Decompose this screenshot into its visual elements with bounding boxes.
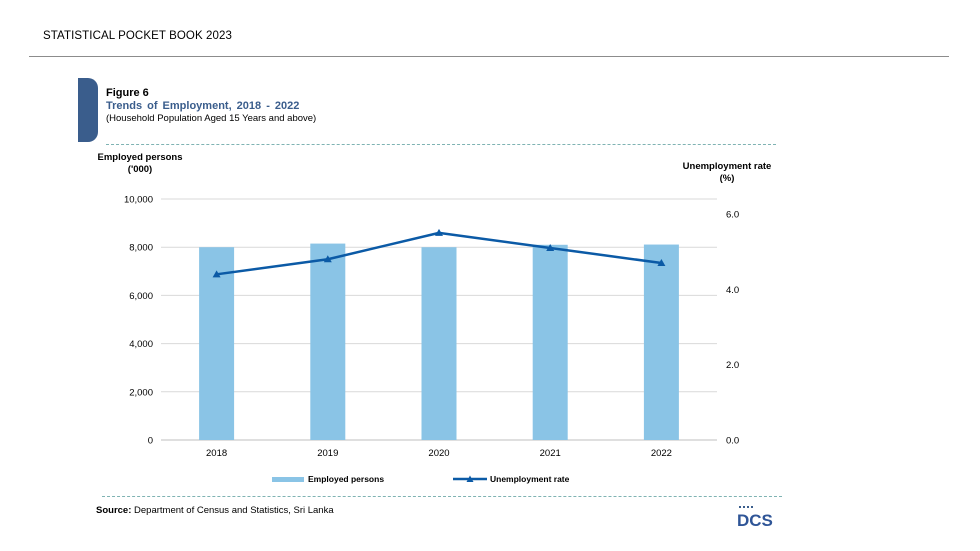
y-left-axis-title-line2: ('000) bbox=[127, 164, 153, 175]
source-note: Source: Department of Census and Statist… bbox=[96, 505, 334, 516]
x-tick-label: 2020 bbox=[428, 448, 449, 459]
x-tick-label: 2021 bbox=[540, 448, 561, 459]
y-right-tick-label: 4.0 bbox=[726, 285, 739, 296]
bar-employed-persons bbox=[199, 247, 235, 440]
y-left-tick-label: 10,000 bbox=[124, 195, 153, 206]
point-unemployment-rate bbox=[323, 255, 332, 263]
bar-employed-persons bbox=[532, 244, 568, 440]
source-label: Source: bbox=[96, 505, 132, 516]
y-right-axis-title-line2: (%) bbox=[719, 173, 735, 184]
legend-line-swatch bbox=[453, 475, 487, 482]
figure-bottom-divider bbox=[102, 496, 782, 497]
y-left-tick-label: 4,000 bbox=[129, 339, 153, 350]
point-unemployment-rate bbox=[212, 270, 221, 278]
legend-item-employed-persons: Employed persons bbox=[272, 474, 384, 484]
y-right-tick-label: 0.0 bbox=[726, 436, 739, 447]
y-right-axis-title: Unemployment rate (%) bbox=[670, 161, 784, 185]
point-unemployment-rate bbox=[435, 228, 443, 236]
legend-bar-swatch bbox=[272, 476, 304, 482]
y-right-tick-label: 6.0 bbox=[726, 210, 739, 221]
y-left-tick-label: 6,000 bbox=[129, 291, 153, 302]
x-tick-label: 2022 bbox=[651, 448, 672, 459]
figure-subtitle: (Household Population Aged 15 Years and … bbox=[106, 113, 317, 124]
figure-label: Figure 6 bbox=[106, 87, 149, 99]
y-right-tick-label: 2.0 bbox=[726, 360, 739, 371]
x-tick-label: 2019 bbox=[317, 448, 338, 459]
point-unemployment-rate bbox=[546, 243, 555, 251]
x-tick-label: 2018 bbox=[206, 448, 227, 459]
y-left-tick-label: 2,000 bbox=[129, 387, 153, 398]
y-left-axis-title: Employed persons ('000) bbox=[86, 152, 194, 176]
bar-employed-persons bbox=[310, 243, 346, 440]
dcs-logo: DCS bbox=[737, 506, 773, 529]
figure-tab-marker bbox=[78, 78, 98, 142]
figure-title: Trends of Employment, 2018 - 2022 bbox=[106, 100, 300, 112]
bar-employed-persons bbox=[421, 247, 457, 440]
figure-top-divider bbox=[106, 144, 776, 145]
legend-bar-label: Employed persons bbox=[308, 474, 385, 484]
page-header-title: STATISTICAL POCKET BOOK 2023 bbox=[43, 30, 232, 42]
source-text: Department of Census and Statistics, Sri… bbox=[134, 505, 334, 516]
dcs-logo-text: DCS bbox=[737, 511, 773, 529]
bar-employed-persons bbox=[643, 244, 679, 440]
header-divider bbox=[29, 56, 949, 57]
point-unemployment-rate bbox=[657, 259, 666, 267]
y-left-axis-title-line1: Employed persons bbox=[97, 152, 183, 163]
y-left-tick-label: 0 bbox=[148, 436, 153, 447]
y-left-tick-label: 8,000 bbox=[129, 243, 153, 254]
y-right-axis-title-line1: Unemployment rate bbox=[682, 161, 772, 172]
legend-line-label: Unemployment rate bbox=[490, 474, 570, 484]
legend-item-unemployment-rate: Unemployment rate bbox=[453, 474, 569, 484]
